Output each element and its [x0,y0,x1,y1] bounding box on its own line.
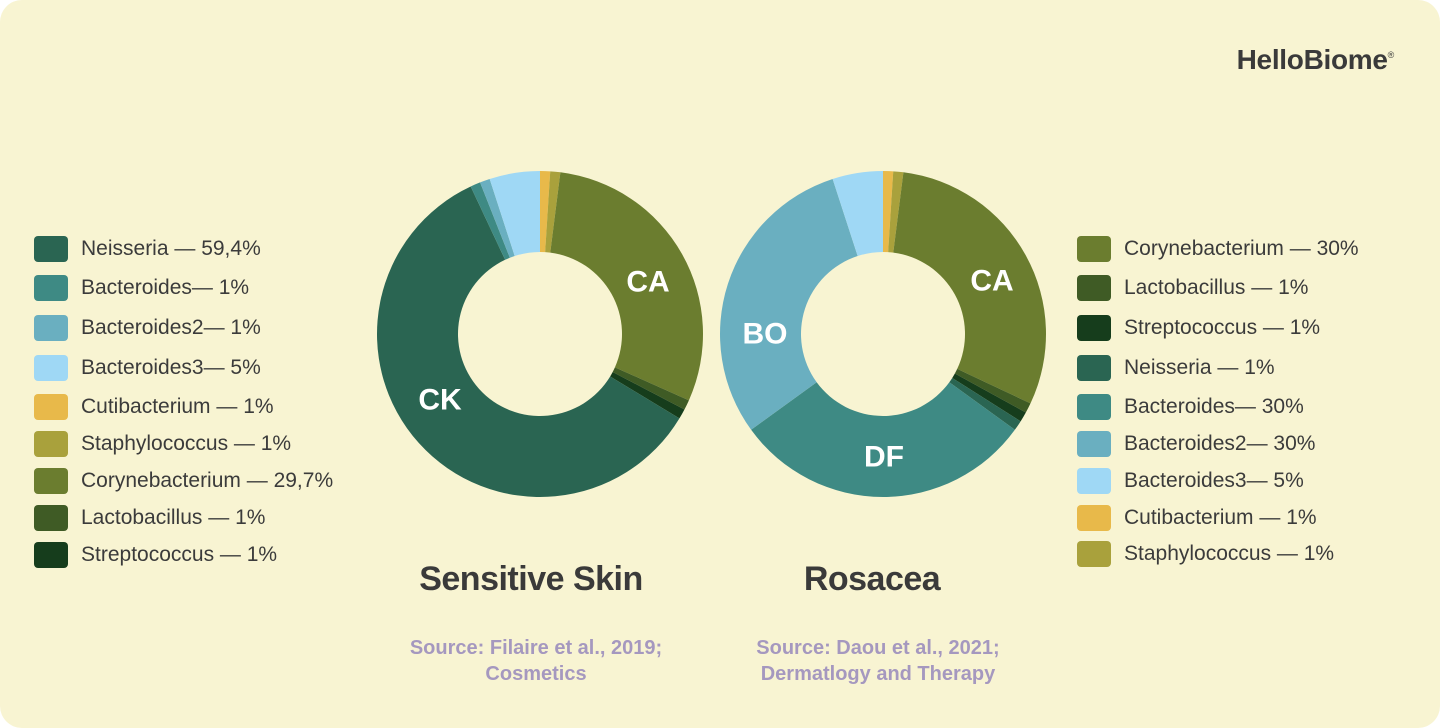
legend-label: Staphylococcus — 1% [1124,542,1335,565]
legend-swatch [34,275,68,301]
legend-sensitive-skin: Neisseria — 59,4% Bacteroides— 1% Bacteroi… [34,0,394,728]
legend-label: Lactobacillus — 1% [81,506,266,529]
legend-label: Bacteroides2— 1% [81,316,261,339]
legend-label: Lactobacillus — 1% [1124,276,1309,299]
donut-slice-bacteroides3 [832,171,883,257]
legend-label: Bacteroides3— 5% [1124,469,1304,492]
legend-label: Streptococcus — 1% [81,543,278,566]
legend-item: Cutibacterium — 1% [1077,505,1317,531]
donut-slice-cutibacterium [540,171,551,253]
donut-slice-streptococcus [952,373,1026,422]
donut-slice-staphylococcus [545,171,561,253]
donut-chart-sensitive-skin: CA CK [377,171,703,497]
legend-item: Neisseria — 59,4% [34,236,261,262]
donut-slice-corynebacterium [550,172,703,401]
legend-item: Streptococcus — 1% [34,542,277,568]
legend-swatch [34,236,68,262]
donut-slice-streptococcus [610,371,685,419]
donut-slice-cutibacterium [883,171,894,253]
legend-item: Corynebacterium — 29,7% [34,468,333,494]
brand-name: HelloBiome [1236,44,1388,75]
donut-slice-bacteroides2 [480,178,515,258]
source-line: Source: Filaire et al., 2019; [409,637,663,659]
legend-swatch [1077,505,1111,531]
legend-swatch [34,505,68,531]
source-rosacea: Source: Daou et al., 2021; Dermatlogy an… [678,635,1078,687]
legend-item: Bacteroides— 30% [1077,394,1304,420]
legend-swatch [1077,275,1111,301]
donut-slice-corynebacterium [893,172,1046,404]
donut-slice-lactobacillus [954,368,1031,413]
donut-slice-staphylococcus [888,171,904,253]
legend-label: Corynebacterium — 30% [1124,237,1359,260]
legend-label: Staphylococcus — 1% [81,432,292,455]
slice-label-ck: CK [418,384,462,417]
legend-swatch [34,315,68,341]
source-line: Source: Daou et al., 2021; [756,637,1000,659]
legend-item: Lactobacillus — 1% [34,505,265,531]
donut-slice-lactobacillus [612,367,689,410]
legend-item: Bacteroides— 1% [34,275,249,301]
slice-label-ca: CA [970,265,1013,298]
legend-swatch [1077,315,1111,341]
legend-label: Streptococcus — 1% [1124,316,1321,339]
legend-label: Bacteroides— 1% [81,276,250,299]
source-sensitive-skin: Source: Filaire et al., 2019; Cosmetics [336,635,736,687]
legend-label: Bacteroides3— 5% [81,356,261,379]
slice-label-bo: BO [743,318,788,351]
donut-slice-bacteroides [470,182,510,260]
legend-item: Bacteroides2— 1% [34,315,261,341]
legend-swatch [34,542,68,568]
legend-swatch [1077,394,1111,420]
legend-swatch [1077,468,1111,494]
chart-title-rosacea: Rosacea [803,560,941,598]
legend-item: Bacteroides2— 30% [1077,431,1315,457]
slice-label-ca: CA [626,266,669,299]
legend-label: Neisseria — 59,4% [81,237,261,260]
source-line: Cosmetics [485,663,587,685]
source-line: Dermatlogy and Therapy [760,663,996,685]
donut-slice-bacteroides3 [489,171,540,257]
brand-logo: HelloBiome® [1236,44,1395,76]
chart-title-sensitive-skin: Sensitive Skin [419,560,643,598]
legend-swatch [1077,431,1111,457]
legend-swatch [34,394,68,420]
legend-item: Neisseria — 1% [1077,355,1275,381]
legend-item: Bacteroides3— 5% [1077,468,1304,494]
legend-item: Cutibacterium — 1% [34,394,274,420]
donut-slice-neisseria [949,377,1021,430]
slice-label-df: DF [864,441,904,474]
legend-label: Cutibacterium — 1% [81,395,274,418]
donut-slice-bacteroides [751,382,1015,497]
legend-swatch [1077,355,1111,381]
donut-slice-bacteroides2 [720,178,858,430]
legend-item: Bacteroides3— 5% [34,355,261,381]
legend-label: Corynebacterium — 29,7% [81,469,334,492]
legend-swatch [34,355,68,381]
legend-item: Corynebacterium — 30% [1077,236,1359,262]
legend-swatch [34,468,68,494]
legend-swatch [1077,541,1111,567]
donut-slice-neisseria [377,186,680,497]
legend-rosacea: Corynebacterium — 30% Lactobacillus — 1% S… [1077,0,1417,728]
donut-chart-rosacea: CA DF BO [720,171,1046,497]
brand-registered-mark: ® [1387,50,1395,60]
legend-item: Lactobacillus — 1% [1077,275,1308,301]
legend-label: Bacteroides— 30% [1124,395,1304,418]
legend-swatch [34,431,68,457]
legend-label: Bacteroides2— 30% [1124,432,1316,455]
legend-label: Neisseria — 1% [1124,356,1275,379]
legend-label: Cutibacterium — 1% [1124,506,1317,529]
legend-item: Streptococcus — 1% [1077,315,1320,341]
legend-item: Staphylococcus — 1% [1077,541,1334,567]
legend-swatch [1077,236,1111,262]
legend-item: Staphylococcus — 1% [34,431,291,457]
